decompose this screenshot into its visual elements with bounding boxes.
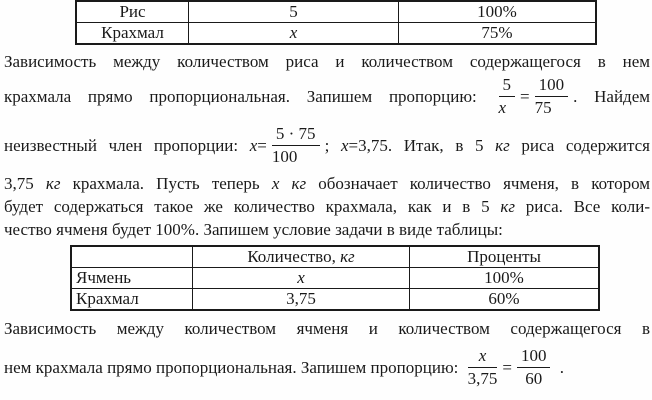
- italic-text: x: [340, 136, 349, 155]
- text-run: Зависимость между количеством риса и кол…: [4, 52, 650, 71]
- text-run: нем крахмала прямо пропорциональная. Зап…: [4, 358, 463, 377]
- table-cell: Проценты: [409, 245, 600, 268]
- table-row: Крахмал x 75%: [75, 22, 597, 45]
- text-line: Зависимость между количеством ячменя и к…: [4, 317, 650, 340]
- text-run: 75%: [481, 23, 513, 42]
- fraction-numerator: 5 · 75: [271, 124, 320, 146]
- text-run: Проценты: [467, 247, 541, 266]
- text-run: крахмала. Пусть теперь: [60, 174, 272, 193]
- fraction-denominator: 75: [534, 97, 552, 117]
- fraction-numerator: x: [467, 346, 498, 368]
- text-run: риса содержится: [509, 136, 650, 155]
- text-run: =: [257, 136, 267, 155]
- table-cell: 100%: [398, 0, 597, 23]
- text-run: риса. Все коли-: [514, 197, 650, 216]
- text-run: . Найдем: [573, 87, 651, 106]
- text-run: обозначает количество ячменя, в котором: [306, 174, 651, 193]
- text-run: Крахмал: [76, 289, 139, 308]
- text-run: =: [502, 358, 512, 377]
- text-line: чество ячменя будет 100%. Запишем услови…: [4, 218, 650, 241]
- table-row: Рис 5 100%: [75, 0, 597, 23]
- text-run: будет содержаться такое же количество кр…: [4, 197, 501, 216]
- text-run: [279, 174, 291, 193]
- italic-text: x: [297, 268, 305, 288]
- text-run: ;: [324, 136, 341, 155]
- text-run: Ячмень: [76, 268, 132, 288]
- fraction: 100 60: [516, 346, 551, 388]
- italic-text: кг: [500, 197, 515, 216]
- text-line: 3,75 кг крахмала. Пусть теперь x кг обоз…: [4, 172, 650, 195]
- text-run: =: [520, 87, 530, 106]
- rice-starch-table: Рис 5 100% Крахмал x 75%: [75, 0, 597, 45]
- fraction-denominator: 100: [271, 146, 298, 166]
- text-run: =3,75. Итак, в 5: [348, 136, 496, 155]
- fraction-numerator: 100: [534, 75, 569, 97]
- italic-text: кг: [45, 174, 61, 193]
- fraction: 5 · 75 100: [271, 124, 320, 166]
- text-run: Рис: [119, 2, 146, 21]
- text-run: Зависимость между количеством ячменя и к…: [4, 319, 650, 338]
- table-cell: [70, 245, 193, 268]
- text-run: чество ячменя будет 100%. Запишем услови…: [4, 220, 503, 239]
- fraction: 100 75: [534, 75, 569, 117]
- text-line: Зависимость между количеством риса и кол…: [4, 50, 650, 73]
- text-run: 3,75: [286, 289, 316, 308]
- fraction-denominator: 3,75: [467, 368, 498, 388]
- text-run: 100%: [484, 268, 524, 288]
- table-cell: x: [188, 22, 399, 45]
- text-run: Количество,: [247, 247, 341, 266]
- fraction-denominator: x: [498, 97, 507, 117]
- barley-starch-table: Количество, кг Проценты Ячмень x 100% Крахмал…: [70, 245, 600, 311]
- text-line: крахмала прямо пропорциональная. Запишем…: [4, 73, 650, 120]
- text-run: крахмала прямо пропорциональная. Запишем…: [4, 87, 494, 106]
- italic-text: кг: [291, 174, 307, 193]
- text-run: Крахмал: [101, 23, 164, 42]
- italic-text: x: [271, 174, 280, 193]
- fraction-denominator: 60: [525, 368, 543, 388]
- table-cell: Количество, кг: [192, 245, 410, 268]
- table-cell: Ячмень: [70, 267, 193, 289]
- italic-text: x: [289, 23, 298, 42]
- text-run: 100%: [477, 2, 517, 21]
- italic-text: кг: [495, 136, 510, 155]
- text-run: неизвестный член пропорции:: [4, 136, 250, 155]
- text-line: будет содержаться такое же количество кр…: [4, 195, 650, 218]
- table-cell: Крахмал: [75, 22, 189, 45]
- table-row: Количество, кг Проценты: [70, 245, 600, 268]
- table-cell: 3,75: [192, 288, 410, 311]
- italic-text: кг: [340, 247, 355, 266]
- table-cell: 100%: [409, 267, 600, 289]
- text-line: нем крахмала прямо пропорциональная. Зап…: [4, 340, 650, 396]
- table-cell: 60%: [409, 288, 600, 311]
- text-run: 5: [289, 2, 298, 21]
- table-cell: x: [192, 267, 410, 289]
- table-cell: Рис: [75, 0, 189, 23]
- fraction-numerator: 100: [516, 346, 551, 368]
- table-row: Ячмень x 100%: [70, 267, 600, 289]
- fraction: x 3,75: [467, 346, 498, 388]
- table-cell: 75%: [398, 22, 597, 45]
- text-run: .: [555, 358, 564, 377]
- text-run: 60%: [488, 289, 520, 308]
- text-run: 3,75: [4, 174, 46, 193]
- table-cell: Крахмал: [70, 288, 193, 311]
- table-cell: 5: [188, 0, 399, 23]
- rice-proportion-solution: Зависимость между количеством риса и кол…: [4, 50, 650, 241]
- text-line: неизвестный член пропорции: x= 5 · 75 100;…: [4, 120, 650, 172]
- fraction-numerator: 5: [498, 75, 516, 97]
- barley-proportion-solution: Зависимость между количеством ячменя и к…: [4, 317, 650, 396]
- table-row: Крахмал 3,75 60%: [70, 288, 600, 311]
- italic-text: x: [249, 136, 258, 155]
